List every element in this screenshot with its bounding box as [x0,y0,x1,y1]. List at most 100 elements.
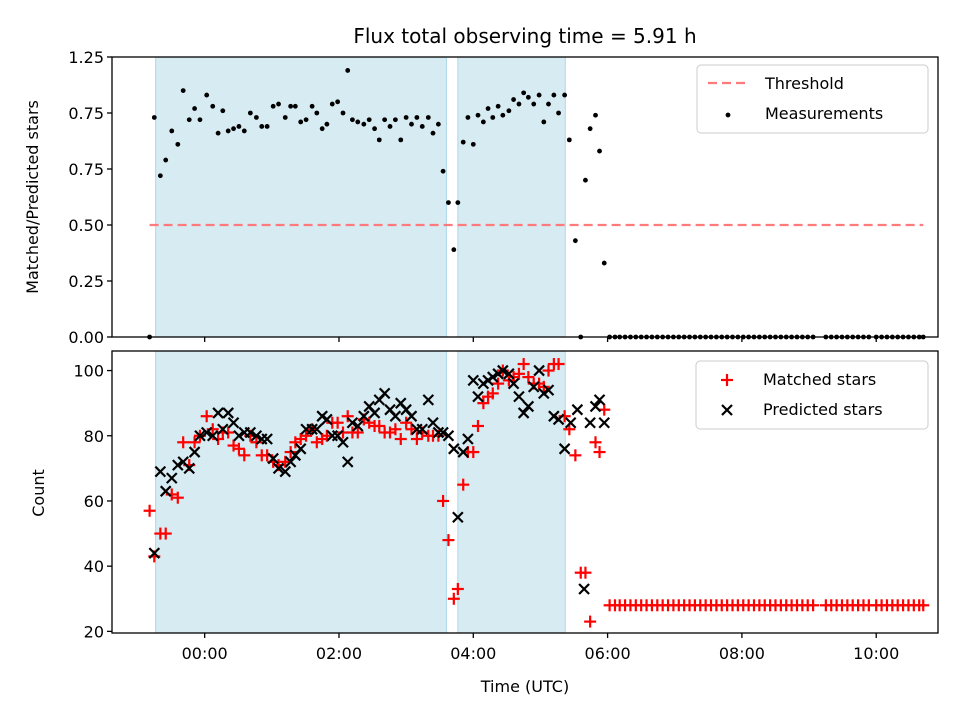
predicted-star-point [416,423,429,436]
matched-star-point [442,534,455,547]
x-tick-label: 06:00 [585,644,631,663]
matched-star-points [143,358,930,628]
measurement-point [340,110,346,116]
x-tick-label: 08:00 [719,644,765,663]
measurement-point [500,112,506,118]
measurement-point [247,110,253,116]
predicted-star-point [457,446,469,458]
measurement-point [597,148,602,154]
matched-star-point [447,592,460,605]
bottom-y-axis-label: Count [29,469,48,517]
matched-star-point [437,494,450,507]
measurement-point [451,247,457,253]
measurement-point [169,128,175,134]
predicted-star-point [452,511,464,524]
matched-star-point [486,387,499,400]
matched-star-point [552,358,565,371]
matched-star-point [589,436,602,449]
predicted-star-point [337,436,349,449]
measurement-point [531,101,537,107]
predicted-star-point [194,429,206,442]
x-tick-label: 04:00 [450,644,496,663]
measurement-point [440,168,446,174]
measurement-point [192,106,198,111]
measurement-point [419,124,425,129]
predicted-star-point [165,472,178,484]
measurement-point [345,68,351,73]
matched-star-point [222,426,235,439]
bottom-x-ticks: 00:00 02:00 04:00 06:00 08:00 10:00 [182,633,899,663]
predicted-star-point [368,407,381,419]
matched-star-point [467,446,480,459]
measurement-point [446,200,451,206]
measurement-point [361,121,367,127]
matched-star-point [250,436,263,449]
matched-star-point [373,419,386,432]
matched-star-point [389,423,402,436]
predicted-star-point [448,443,460,455]
measurement-point [521,90,527,96]
measurement-point [215,130,221,136]
legend-predicted-swatch [721,404,733,416]
measurement-point [236,124,242,129]
x-tick-label: 00:00 [182,644,228,663]
measurement-point [414,115,420,120]
measurement-point [220,108,226,114]
predicted-star-point [533,364,545,377]
measurement-point [376,137,382,143]
legend-matched-label: Matched stars [763,370,876,389]
measurement-point [186,117,192,123]
count-panel: 20 40 60 80 100 00:00 02:00 04:00 06:00 08:00 10:… [29,350,939,696]
measurement-point [506,108,512,114]
predicted-star-point [261,433,273,445]
measurement-point [288,103,294,109]
matched-star-point [807,599,820,612]
measurement-point [157,173,163,179]
predicted-star-point [513,390,525,403]
measurement-point [511,97,516,102]
matched-star-point [512,367,525,380]
matched-star-point [238,449,251,462]
y-tick-label: 80 [84,427,104,446]
y-tick-label: 0.00 [68,328,104,347]
predicted-star-point [405,410,418,422]
y-tick-label: 1.25 [68,48,104,67]
predicted-star-points [148,364,611,595]
measurement-point [425,115,431,120]
predicted-star-point [527,381,540,393]
legend-measurements-swatch [725,112,731,118]
y-tick-label: 40 [84,557,104,576]
y-tick-label: 0.25 [68,272,104,291]
measurement-point [329,101,335,107]
predicted-star-point [227,416,240,429]
matched-star-point [517,358,530,371]
matched-star-point [451,582,464,595]
predicted-star-point [346,416,359,429]
chart-title: Flux total observing time = 5.91 h [353,24,696,48]
measurement-point [355,119,361,125]
predicted-star-point [222,407,234,419]
measurement-point [587,126,593,132]
x-axis-label: Time (UTC) [480,677,569,696]
x-tick-label: 10:00 [853,644,899,663]
top-legend-box [696,64,929,134]
measurement-point [583,177,588,183]
predicted-star-point [497,364,509,377]
observing-windows [155,56,566,338]
matched-star-point [143,504,156,517]
predicted-star-point [188,446,201,458]
matched-star-point [351,426,364,439]
legend-matched-swatch [721,374,733,386]
predicted-star-point [503,368,515,380]
predicted-star-point [206,429,219,442]
matched-star-point [492,377,505,390]
predicted-star-point [279,465,292,478]
measurement-point [319,126,325,132]
bottom-axes-frame [111,350,939,634]
measurement-point [231,126,236,132]
matched-star-point [212,433,225,446]
measurement-point [270,103,276,109]
predicted-star-point [154,465,167,478]
measurement-point [372,126,377,132]
